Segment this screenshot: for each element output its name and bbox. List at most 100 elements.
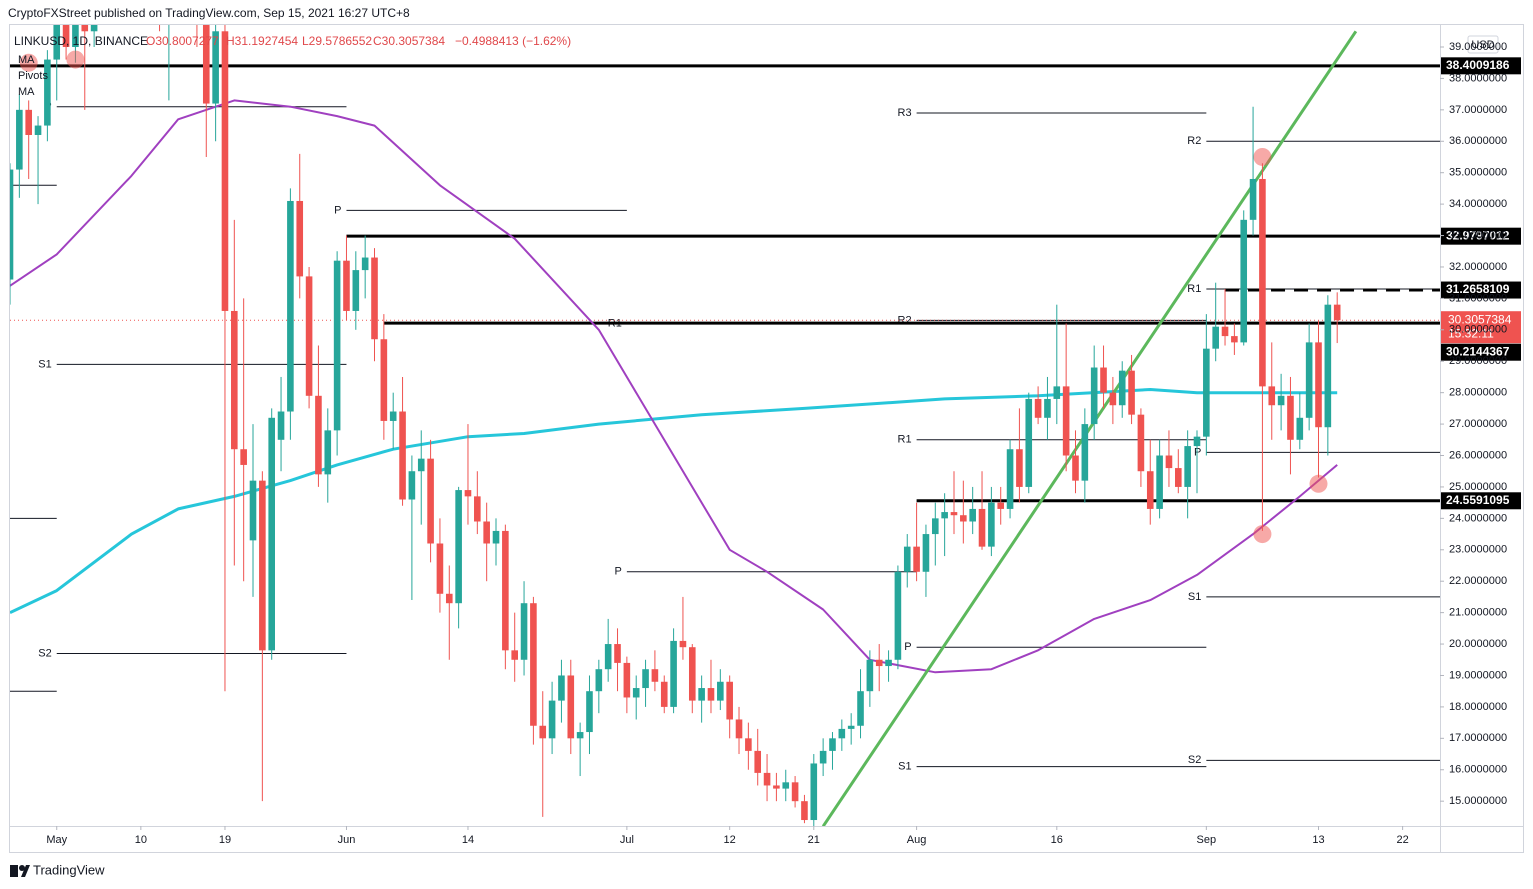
candle-body bbox=[922, 534, 930, 572]
y-tick-label: 23.0000000 bbox=[1449, 544, 1507, 556]
pivot-label: S1 bbox=[1188, 591, 1201, 603]
level-box bbox=[1441, 281, 1521, 299]
candle-body bbox=[1221, 326, 1229, 337]
highlight bbox=[66, 50, 85, 69]
candle-body bbox=[511, 650, 519, 660]
candle-body bbox=[810, 763, 818, 821]
caption: CryptoFXStreet published on TradingView.… bbox=[8, 6, 410, 20]
level-box bbox=[1441, 343, 1521, 361]
candle-body bbox=[436, 543, 444, 594]
candle-body bbox=[81, 25, 89, 32]
candle-body bbox=[838, 728, 846, 739]
candle-body bbox=[249, 480, 257, 541]
candle-body bbox=[492, 530, 500, 544]
x-tick-label: Jun bbox=[338, 834, 356, 846]
candle-body bbox=[333, 260, 341, 431]
candle-body bbox=[1231, 336, 1238, 343]
candle-body bbox=[670, 640, 677, 707]
candle-body bbox=[773, 785, 780, 789]
candle-body bbox=[474, 496, 481, 522]
y-tick-label: 21.0000000 bbox=[1449, 607, 1507, 619]
candle-body bbox=[417, 458, 425, 472]
candle-body bbox=[287, 200, 294, 412]
y-tick-label: 15.0000000 bbox=[1449, 795, 1507, 807]
candle-body bbox=[1249, 178, 1257, 220]
symbol: LINKUSD, 1D, BINANCE bbox=[14, 34, 148, 48]
candle-body bbox=[950, 512, 958, 516]
y-tick-label: 26.0000000 bbox=[1449, 449, 1507, 461]
candle-body bbox=[1193, 436, 1201, 447]
level-label: 38.4009186 bbox=[1446, 58, 1510, 72]
currency-box[interactable] bbox=[1467, 35, 1499, 54]
y-tick-label: 31.0000000 bbox=[1449, 292, 1507, 304]
candle-body bbox=[277, 411, 285, 440]
pivot-label: R1 bbox=[898, 434, 912, 446]
candle-body bbox=[558, 675, 565, 701]
y-tick-label: 27.0000000 bbox=[1449, 418, 1507, 430]
candle-body bbox=[324, 430, 332, 475]
candle-body bbox=[576, 732, 584, 739]
logo-part bbox=[10, 865, 18, 877]
candle-body bbox=[231, 310, 238, 450]
candle-body bbox=[679, 640, 687, 648]
y-tick-label: 36.0000000 bbox=[1449, 135, 1507, 147]
level-box bbox=[1441, 492, 1521, 510]
candle-body bbox=[380, 339, 388, 421]
candle-body bbox=[726, 681, 733, 720]
candle-body bbox=[305, 276, 313, 396]
logo-part bbox=[21, 865, 30, 877]
y-tick-label: 39.0000000 bbox=[1449, 41, 1507, 53]
y-tick-label: 32.0000000 bbox=[1449, 261, 1507, 273]
candle-body bbox=[1287, 395, 1294, 440]
candle-body bbox=[502, 530, 509, 651]
candle-body bbox=[202, 25, 210, 104]
level-label: 32.9797012 bbox=[1446, 228, 1510, 242]
x-tick-label: Aug bbox=[907, 834, 927, 846]
x-tick-label: 21 bbox=[808, 834, 820, 846]
candle-body bbox=[16, 109, 23, 170]
highlight bbox=[19, 53, 38, 72]
last-price-label: 30.3057384 bbox=[1448, 312, 1512, 326]
candle-body bbox=[745, 738, 752, 751]
x-tick-label: 13 bbox=[1312, 834, 1324, 846]
candle-body bbox=[1184, 446, 1191, 487]
legend-value: H31.1927454 bbox=[226, 34, 298, 48]
candle-body bbox=[903, 546, 911, 572]
candle-body bbox=[763, 772, 771, 786]
level-box bbox=[1441, 227, 1521, 245]
y-tick-label: 29.0000000 bbox=[1449, 355, 1507, 367]
y-tick-label: 18.0000000 bbox=[1449, 701, 1507, 713]
candle-body bbox=[530, 603, 537, 726]
candle-body bbox=[651, 669, 659, 682]
level-label: 24.5591095 bbox=[1446, 493, 1510, 507]
x-tick-label: Jul bbox=[620, 834, 634, 846]
candle-body bbox=[614, 644, 621, 663]
y-tick-label: 24.0000000 bbox=[1449, 512, 1507, 524]
candle-body bbox=[34, 125, 42, 135]
candle-body bbox=[221, 31, 229, 311]
candle-body bbox=[548, 700, 556, 739]
ma-line bbox=[10, 99, 1338, 674]
y-tick-label: 20.0000000 bbox=[1449, 638, 1507, 650]
level-label: 31.2658109 bbox=[1446, 282, 1510, 296]
candle-body bbox=[913, 546, 920, 572]
candle-body bbox=[941, 512, 948, 519]
candle-body bbox=[1305, 342, 1313, 418]
candle-body bbox=[698, 688, 705, 701]
candle-body bbox=[1212, 326, 1219, 349]
candle-body bbox=[539, 725, 547, 739]
candle-body bbox=[885, 659, 892, 667]
candle-body bbox=[1315, 342, 1322, 428]
legend-ma: MA bbox=[18, 54, 35, 66]
highlight bbox=[1253, 147, 1272, 166]
brand-logo bbox=[10, 865, 30, 877]
candle-body bbox=[1100, 367, 1107, 393]
highlight bbox=[1309, 474, 1328, 493]
candle-body bbox=[1259, 178, 1266, 387]
y-tick-label: 38.0000000 bbox=[1449, 72, 1507, 84]
candle-body bbox=[988, 502, 995, 547]
candle-body bbox=[1034, 398, 1042, 418]
